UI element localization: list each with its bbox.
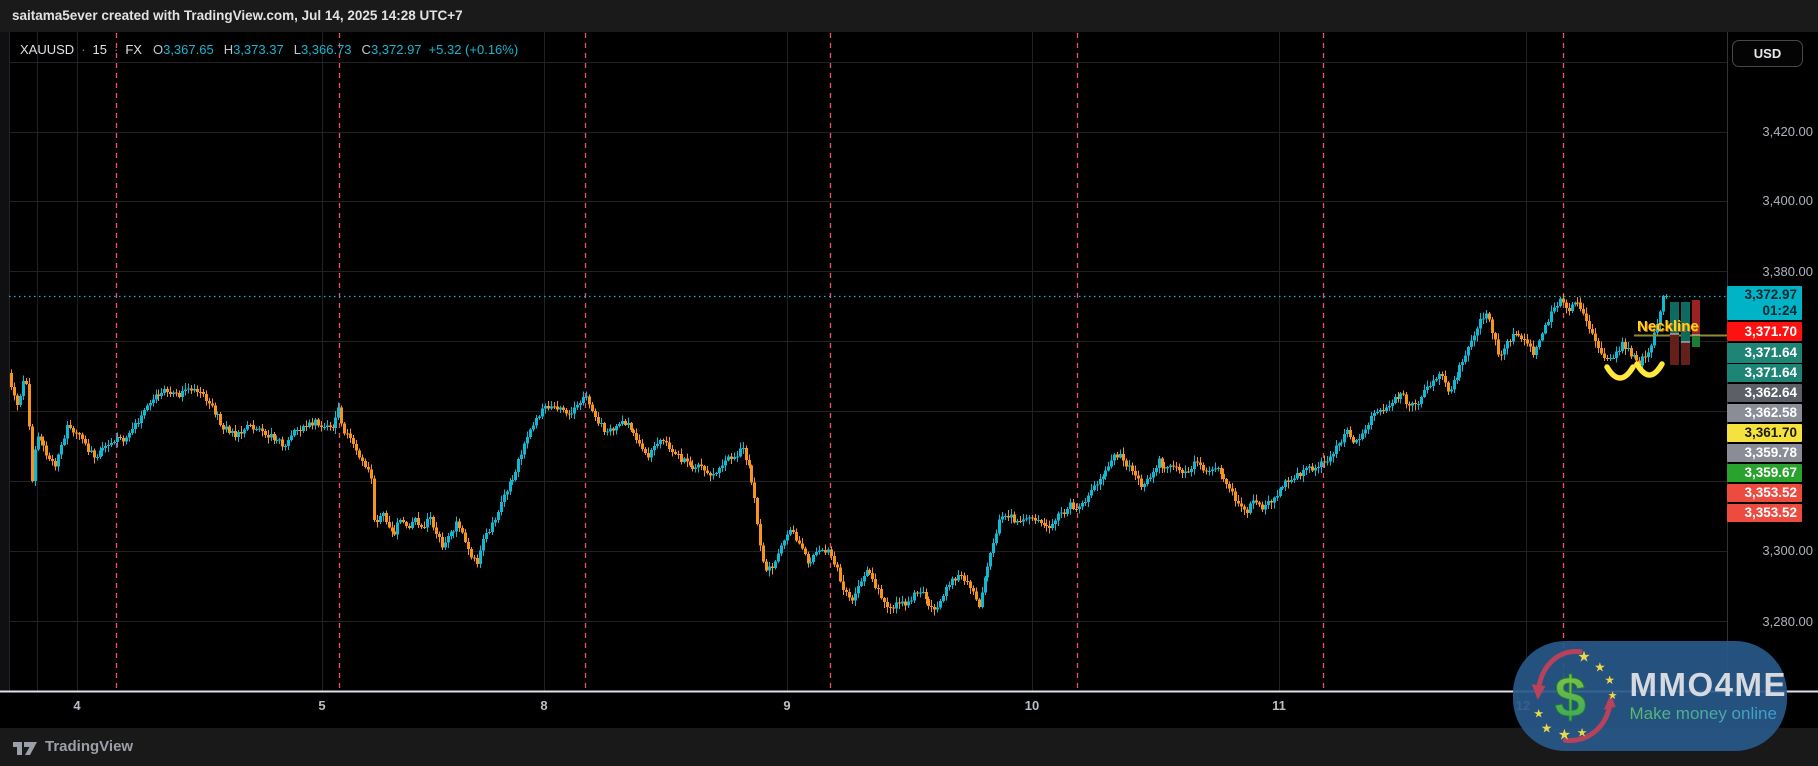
price-tag-entry: 3,362.58	[1727, 404, 1802, 422]
price-tag-line: 3,371.64	[1744, 345, 1797, 360]
interval-label[interactable]: 15	[92, 42, 107, 57]
change-value: +5.32 (+0.16%)	[428, 42, 519, 57]
svg-text:★: ★	[1558, 726, 1571, 743]
smile-arc-drawings[interactable]	[1604, 361, 1665, 381]
time-axis-label: 9	[783, 698, 791, 713]
price-axis-label: 3,400.00	[1762, 193, 1813, 208]
price-tag-line: 3,353.52	[1744, 485, 1797, 500]
time-axis-label: 8	[540, 698, 548, 713]
ohlc-label: C	[361, 42, 371, 57]
time-axis-label: 11	[1272, 698, 1286, 713]
price-tag-line: 01:24	[1762, 303, 1797, 318]
bottom-toolbar: TradingView	[0, 728, 1818, 766]
ohlc-label: L	[293, 42, 301, 57]
price-tag-takeprofit: 3,359.67	[1727, 464, 1802, 482]
price-axis-label: 3,420.00	[1762, 124, 1813, 139]
mmo4me-emblem: ★ ★ ★ ★ ★ ★ ★ ★ $	[1531, 648, 1618, 743]
neckline-drawing-label[interactable]: Neckline	[1637, 318, 1699, 335]
svg-text:★: ★	[1608, 689, 1618, 702]
price-axis-label: 3,380.00	[1762, 264, 1813, 279]
price-tag-neckline: 3,361.70	[1727, 424, 1802, 442]
position-tool-boxes[interactable]	[1670, 300, 1700, 365]
attribution-text: saitama5ever created with TradingView.co…	[12, 8, 463, 23]
legend-separator: ·	[81, 42, 86, 57]
price-tag-target: 3,371.64	[1727, 343, 1802, 363]
price-tag-stoploss: 3,371.70	[1727, 322, 1802, 341]
grid-lines	[9, 32, 1727, 691]
attribution-bar: saitama5ever created with TradingView.co…	[0, 0, 1818, 32]
symbol-legend: XAUUSD · 15 · FX O3,367.65 H3,373.37 L3,36…	[20, 41, 518, 58]
price-tag-line: 3,359.78	[1744, 445, 1797, 460]
watermark-title: MMO4ME	[1629, 666, 1787, 703]
tradingview-logo-icon	[13, 741, 37, 755]
ohlc-item: H3,373.37	[224, 42, 284, 57]
price-tag-entry: 3,359.78	[1727, 444, 1802, 462]
price-tag-line: 3,372.97	[1744, 287, 1797, 302]
ohlc-values: O3,367.65 H3,373.37 L3,366.73 C3,372.97	[153, 42, 422, 57]
svg-text:★: ★	[1594, 660, 1605, 675]
dollar-icon: $	[1554, 666, 1586, 730]
price-tag-line: 3,371.64	[1744, 365, 1797, 380]
price-tag-stop: 3,353.52	[1727, 504, 1802, 522]
ohlc-label: H	[223, 42, 234, 57]
left-axis-sliver	[0, 32, 9, 691]
exchange-label: FX	[125, 42, 142, 57]
current-price-tag: 3,372.97 01:24	[1727, 286, 1802, 320]
ohlc-value: 3,366.73	[300, 42, 352, 57]
price-tag-line: 3,362.58	[1744, 405, 1797, 420]
legend-separator: ·	[114, 42, 119, 57]
svg-text:★: ★	[1541, 721, 1552, 736]
price-tag-target: 3,371.64	[1727, 364, 1802, 382]
currency-toggle-button[interactable]: USD	[1732, 40, 1803, 67]
star-icons: ★ ★ ★ ★ ★ ★ ★ ★	[1533, 648, 1617, 743]
candlestick-series	[10, 293, 1668, 616]
ohlc-label: O	[152, 42, 164, 57]
price-tag-entry: 3,362.64	[1727, 384, 1802, 402]
svg-text:★: ★	[1577, 648, 1590, 665]
price-axis-label: 3,280.00	[1762, 614, 1813, 629]
time-axis-label: 5	[318, 698, 326, 713]
svg-text:★: ★	[1577, 725, 1588, 739]
ohlc-item: O3,367.65	[153, 42, 214, 57]
price-tag-line: 3,353.52	[1744, 505, 1797, 520]
time-axis-label: 10	[1024, 698, 1040, 713]
time-axis-label: 4	[73, 698, 81, 713]
ohlc-value: 3,372.97	[370, 42, 422, 57]
ohlc-value: 3,373.37	[233, 42, 284, 57]
ohlc-value: 3,367.65	[163, 42, 214, 57]
price-axis-label: 3,300.00	[1762, 543, 1813, 558]
svg-text:★: ★	[1533, 707, 1544, 721]
price-tag-stop: 3,353.52	[1727, 484, 1802, 502]
price-tag-line: 3,362.64	[1744, 385, 1797, 400]
svg-text:★: ★	[1604, 673, 1615, 687]
mmo4me-watermark: ★ ★ ★ ★ ★ ★ ★ ★ $ MMO4ME Make money onli…	[1513, 641, 1787, 751]
symbol-name[interactable]: XAUUSD	[20, 42, 75, 57]
ohlc-item: C3,372.97	[362, 42, 422, 57]
price-tag-line: 3,361.70	[1744, 425, 1797, 440]
session-break-lines	[115, 33, 1565, 691]
price-tag-line: 3,359.67	[1744, 465, 1797, 480]
price-tag-line: 3,371.70	[1744, 323, 1797, 339]
tradingview-logo-text: TradingView	[45, 738, 134, 755]
ohlc-item: L3,366.73	[294, 42, 352, 57]
tradingview-logo[interactable]: TradingView	[13, 738, 133, 755]
watermark-subtitle: Make money online	[1630, 704, 1788, 724]
